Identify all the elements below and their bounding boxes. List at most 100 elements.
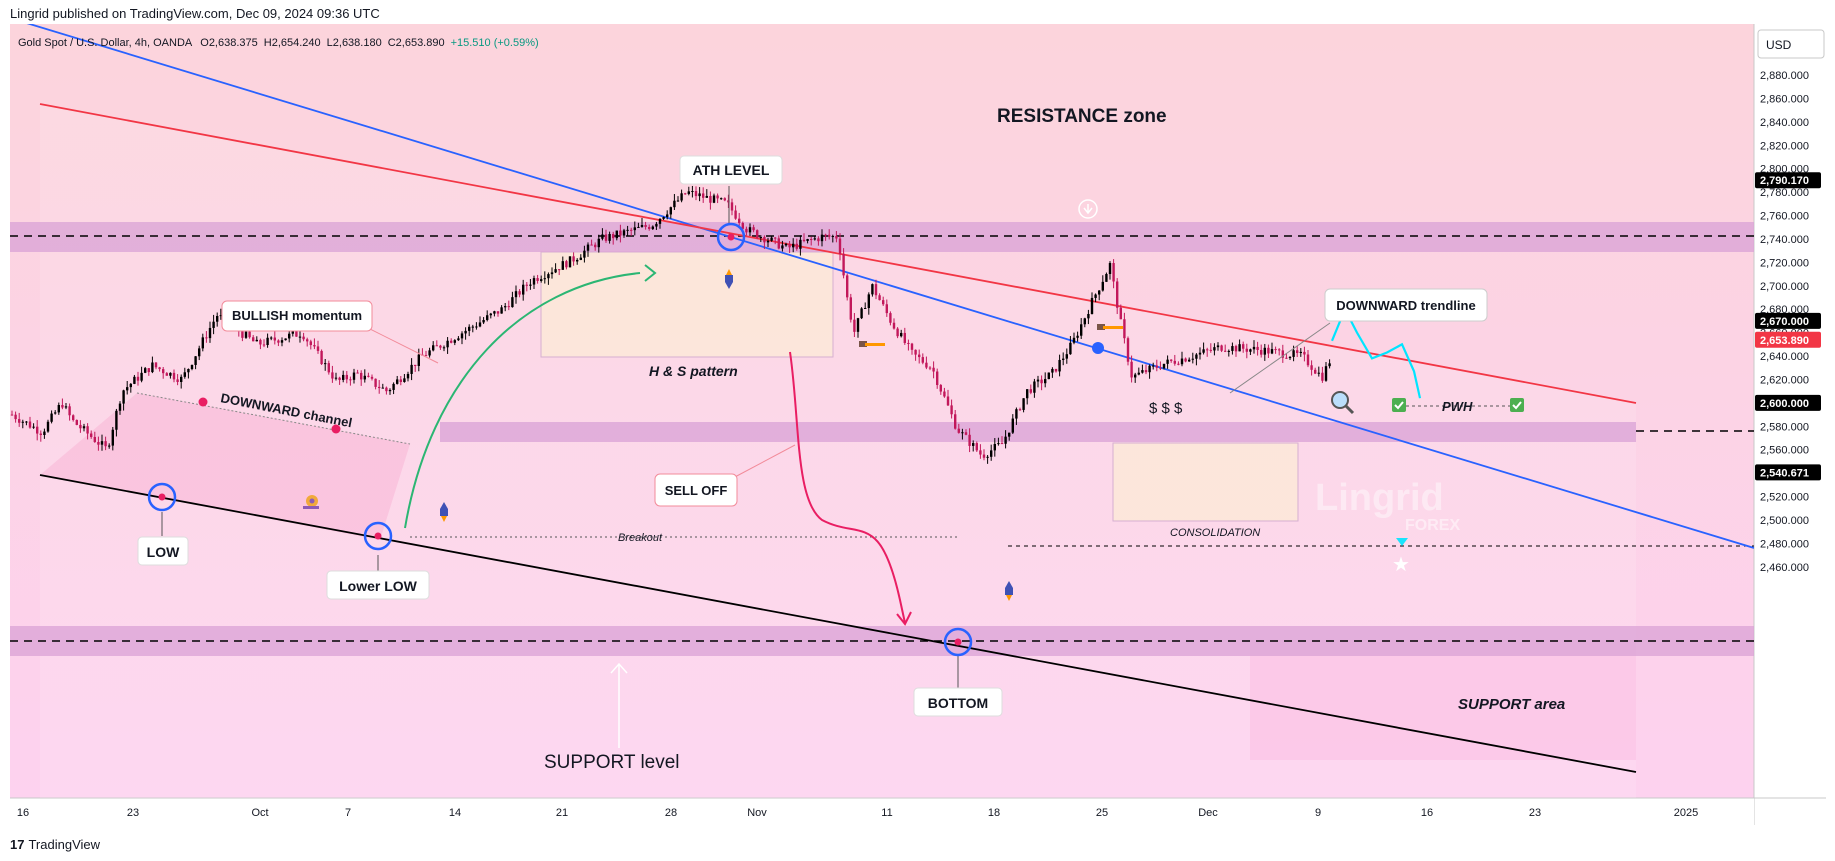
candle-body: [511, 297, 514, 308]
candle-body: [298, 336, 302, 338]
candle-body: [122, 390, 125, 404]
candle-body: [1108, 263, 1112, 274]
time-tick-label: 18: [988, 807, 1000, 819]
check-icon: [1510, 398, 1524, 412]
price-tag-label: 2,670.000: [1760, 316, 1809, 328]
candle-body: [561, 261, 564, 270]
price-tick-label: 2,640.000: [1760, 351, 1809, 363]
bullish-pointer: [361, 324, 439, 364]
candle-body: [777, 238, 780, 249]
candle-body: [1162, 363, 1166, 369]
candle-body: [1202, 349, 1205, 353]
candle-body: [75, 420, 78, 425]
candle-body: [525, 284, 528, 286]
candle-body: [583, 250, 586, 258]
candle-body: [57, 405, 60, 413]
candle-body: [680, 193, 683, 201]
candle-body: [932, 367, 935, 372]
time-tick-label: 11: [881, 807, 892, 819]
candle-body: [820, 234, 824, 242]
candle-body: [352, 372, 356, 380]
candle-body: [288, 333, 291, 339]
candle-body: [309, 341, 312, 346]
candle-body: [856, 318, 860, 332]
support-level-arrowhead: [610, 662, 628, 674]
candle-body: [504, 306, 507, 308]
svg-text:DOWNWARD trendline: DOWNWARD trendline: [1336, 298, 1475, 313]
candle-body: [781, 245, 784, 249]
candle-body: [316, 346, 320, 351]
candle-body: [619, 230, 622, 236]
candle-body: [180, 376, 183, 383]
candle-body: [86, 426, 89, 434]
candle-body: [795, 243, 798, 249]
candle-body: [745, 228, 748, 233]
candle-body: [529, 284, 532, 286]
low-callout: LOW: [137, 536, 189, 566]
candle-body: [1159, 367, 1162, 369]
down-arrow-circle-icon: [1078, 199, 1098, 219]
candle-body: [1126, 338, 1130, 362]
candle-body: [1224, 350, 1227, 352]
resistance-zone-label: RESISTANCE zone: [997, 106, 1167, 127]
candle-body: [669, 207, 672, 215]
price-tick-label: 2,520.000: [1760, 492, 1809, 504]
candle-body: [1263, 347, 1266, 355]
candle-body: [907, 342, 910, 344]
candle-body: [1054, 368, 1058, 372]
low-circle: [147, 482, 177, 512]
candle-body: [817, 238, 820, 242]
candle-body: [853, 319, 856, 332]
candle-body: [1094, 294, 1097, 298]
candle-body: [1065, 354, 1068, 359]
candle-body: [842, 253, 845, 276]
candle-body: [658, 218, 662, 224]
candle-body: [450, 340, 453, 343]
time-tick-label: 28: [665, 807, 677, 819]
candle-body: [104, 441, 107, 447]
candle-body: [399, 379, 402, 383]
candle-body: [741, 222, 744, 229]
bullish-momentum-callout: BULLISH momentum: [221, 300, 373, 332]
candle-body: [244, 331, 248, 338]
candle-body: [18, 419, 21, 423]
hs-pattern-label: H & S pattern: [649, 363, 738, 379]
candle-body: [403, 378, 406, 383]
sell-off-arrow: [789, 351, 906, 624]
candle-body: [1148, 365, 1151, 373]
candle-body: [410, 364, 413, 374]
candle-body: [522, 284, 525, 295]
candle-body: [543, 278, 546, 280]
tradingview-logo-icon: 17: [10, 837, 25, 852]
candle-body: [82, 426, 86, 429]
candle-body: [914, 349, 917, 355]
candle-body: [1288, 356, 1292, 359]
support-area-label: SUPPORT area: [1458, 696, 1565, 713]
candle-body: [673, 200, 676, 208]
candle-body: [604, 234, 608, 241]
candle-body: [1278, 349, 1281, 351]
candle-body: [259, 339, 262, 345]
time-tick-label: 16: [1421, 807, 1433, 819]
candle-body: [10, 414, 14, 416]
candle-body: [918, 354, 921, 358]
currency-button[interactable]: [1757, 29, 1825, 59]
candle-body: [892, 322, 896, 329]
candle-body: [687, 191, 690, 194]
channel-peak-dot-2: [331, 424, 341, 434]
candle-body: [568, 256, 572, 268]
candle-body: [460, 333, 464, 339]
downward-trendline-callout: DOWNWARD trendline: [1324, 288, 1488, 322]
mid-band: [440, 422, 1636, 442]
candle-body: [331, 372, 334, 379]
pwh-label: PWH: [1442, 399, 1473, 414]
candle-body: [208, 327, 212, 339]
candle-body: [115, 410, 118, 430]
price-tick-label: 2,580.000: [1760, 421, 1809, 433]
publish-info: Lingrid published on TradingView.com, De…: [10, 6, 380, 21]
candle-body: [277, 340, 280, 343]
candle-body: [903, 332, 906, 343]
candle-body: [68, 406, 71, 416]
candle-body: [270, 337, 273, 339]
